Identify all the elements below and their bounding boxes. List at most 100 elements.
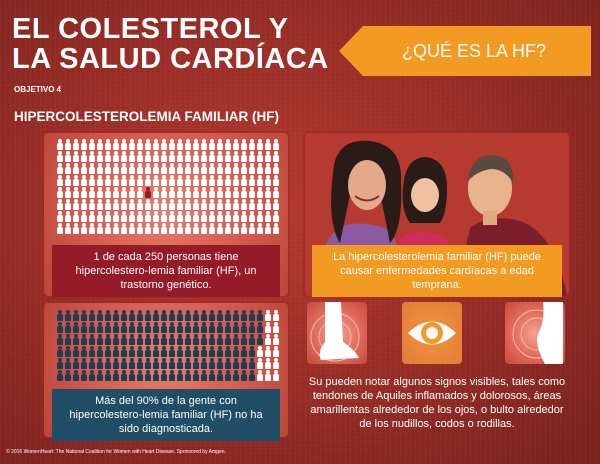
person-icon — [80, 358, 88, 370]
person-icon — [208, 175, 216, 187]
person-icon — [152, 139, 160, 151]
person-icon — [176, 358, 184, 370]
person-icon — [88, 358, 96, 370]
person-icon — [160, 139, 168, 151]
person-icon — [256, 163, 264, 175]
person-icon — [248, 322, 256, 334]
person-icon — [64, 199, 72, 211]
person-icon — [72, 370, 80, 382]
person-icon — [240, 163, 248, 175]
person-icon — [56, 346, 64, 358]
person-icon — [248, 346, 256, 358]
person-icon — [264, 310, 272, 322]
person-icon — [248, 139, 256, 151]
person-icon — [200, 151, 208, 163]
person-icon — [80, 139, 88, 151]
person-icon — [88, 346, 96, 358]
person-icon — [232, 199, 240, 211]
person-icon — [136, 322, 144, 334]
person-icon — [160, 370, 168, 382]
person-icon — [160, 346, 168, 358]
person-icon — [136, 187, 144, 199]
person-icon — [200, 187, 208, 199]
person-icon — [128, 139, 136, 151]
person-icon — [176, 199, 184, 211]
person-icon — [56, 223, 64, 235]
person-icon — [152, 223, 160, 235]
person-icon — [144, 322, 152, 334]
person-icon — [160, 322, 168, 334]
person-icon — [248, 358, 256, 370]
person-icon — [96, 211, 104, 223]
person-icon — [120, 310, 128, 322]
person-icon — [56, 370, 64, 382]
person-icon — [264, 370, 272, 382]
person-icon — [240, 151, 248, 163]
person-icon — [216, 334, 224, 346]
person-icon — [256, 151, 264, 163]
person-icon — [104, 175, 112, 187]
question-banner-text: ¿QUÉ ES LA HF? — [401, 40, 547, 61]
prevalence-text: 1 de cada 250 personas tiene hipercolest… — [52, 245, 280, 297]
person-icon — [168, 310, 176, 322]
person-icon — [192, 187, 200, 199]
person-icon — [248, 310, 256, 322]
person-icon — [128, 322, 136, 334]
person-icon — [184, 223, 192, 235]
person-icon — [176, 334, 184, 346]
person-icon — [80, 175, 88, 187]
person-icon — [112, 223, 120, 235]
person-icon — [168, 139, 176, 151]
person-icon — [152, 334, 160, 346]
person-icon — [168, 199, 176, 211]
person-icon — [208, 370, 216, 382]
person-icon — [80, 334, 88, 346]
person-icon — [64, 187, 72, 199]
person-icon — [232, 151, 240, 163]
person-icon — [160, 163, 168, 175]
person-icon — [208, 322, 216, 334]
person-icon — [64, 370, 72, 382]
title-line-1: EL COLESTEROL Y — [12, 13, 289, 45]
person-icon — [168, 370, 176, 382]
person-icon — [80, 310, 88, 322]
person-icon — [264, 223, 272, 235]
person-icon — [128, 187, 136, 199]
person-icon — [240, 139, 248, 151]
person-icon — [88, 151, 96, 163]
person-icon — [232, 163, 240, 175]
person-icon — [80, 151, 88, 163]
person-icon — [248, 187, 256, 199]
person-icon — [264, 211, 272, 223]
person-icon — [264, 199, 272, 211]
person-icon — [176, 223, 184, 235]
person-icon — [72, 175, 80, 187]
person-icon — [240, 310, 248, 322]
person-icon — [120, 163, 128, 175]
person-icon — [248, 163, 256, 175]
person-icon — [224, 346, 232, 358]
person-icon — [208, 346, 216, 358]
person-icon — [136, 370, 144, 382]
person-icon — [272, 211, 280, 223]
person-icon — [160, 211, 168, 223]
person-icon — [88, 322, 96, 334]
person-icon — [64, 175, 72, 187]
person-icon — [184, 187, 192, 199]
person-icon — [112, 175, 120, 187]
person-icon — [200, 358, 208, 370]
person-icon — [160, 175, 168, 187]
person-icon — [96, 370, 104, 382]
person-icon — [200, 211, 208, 223]
person-icon — [184, 322, 192, 334]
person-icon — [208, 151, 216, 163]
person-icon — [256, 199, 264, 211]
person-icon — [216, 322, 224, 334]
person-icon — [168, 334, 176, 346]
person-icon — [112, 310, 120, 322]
person-icon — [168, 211, 176, 223]
person-icon — [120, 358, 128, 370]
person-icon — [168, 322, 176, 334]
person-icon — [152, 187, 160, 199]
person-icon — [256, 223, 264, 235]
